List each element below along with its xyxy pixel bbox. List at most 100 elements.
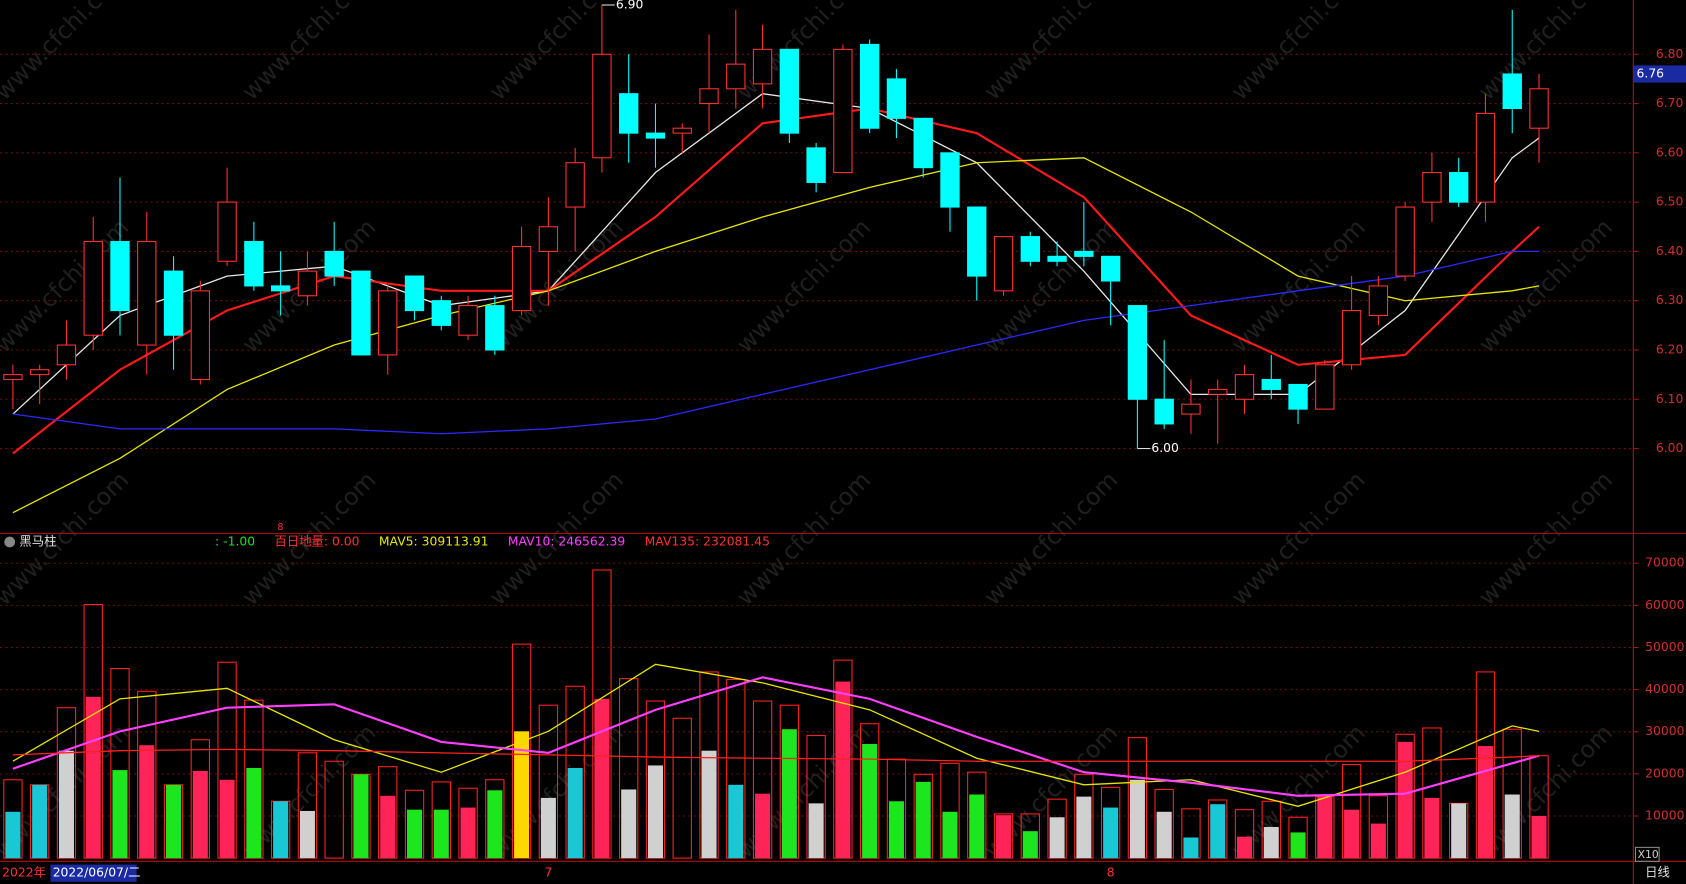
candle-body — [913, 117, 933, 169]
volume-inner-bar — [1236, 836, 1253, 859]
volume-inner-bar — [406, 809, 423, 859]
candle-body — [779, 48, 800, 134]
candle-body — [1368, 285, 1389, 317]
candle-body — [1395, 206, 1415, 277]
y-tick-label: 6.60 — [1656, 145, 1684, 159]
volume-inner-bar — [1210, 804, 1226, 859]
volume-inner-bar — [514, 731, 530, 859]
candle-body — [1047, 255, 1067, 262]
cursor-date: 2022/06/07/二 — [53, 866, 141, 880]
volume-inner-bar — [1424, 797, 1440, 859]
candle-body — [806, 147, 826, 183]
volume-inner-bar — [433, 809, 449, 859]
y-tick-label: 60000 — [1645, 598, 1684, 612]
y-tick-label: 70000 — [1645, 556, 1684, 570]
y-tick-label: 6.20 — [1656, 342, 1684, 356]
candle-body — [726, 63, 746, 90]
annotation: 6.90 — [616, 0, 644, 11]
volume-bar — [324, 760, 344, 859]
volume-inner-bar — [808, 803, 824, 859]
candle-body — [190, 290, 210, 381]
volume-inner-bar — [567, 767, 583, 859]
candle-body — [699, 88, 719, 105]
candle-body — [1475, 112, 1496, 203]
volume-bar — [993, 813, 1014, 859]
y-tick-label: 6.70 — [1656, 96, 1684, 110]
y-tick-label: 6.10 — [1656, 392, 1684, 406]
volume-bar — [378, 766, 398, 859]
volume-inner-bar — [835, 681, 851, 859]
candle-body — [1422, 172, 1442, 203]
volume-inner-bar — [112, 770, 128, 859]
candle-body — [619, 93, 639, 134]
candle-body — [886, 78, 907, 119]
candle-body — [297, 270, 318, 297]
x-tick-label: 7 — [544, 866, 552, 880]
volume-bar — [752, 700, 773, 859]
y-tick-label: 30000 — [1645, 724, 1684, 738]
candle-body — [351, 270, 371, 356]
indicator-legend: MAV10: 246562.39 — [508, 534, 625, 548]
cursor-marker: 8 — [277, 522, 283, 533]
volume-inner-bar — [32, 784, 48, 859]
volume-bar — [1074, 773, 1094, 859]
volume-inner-bar — [1370, 823, 1386, 859]
candle-body — [1154, 398, 1174, 425]
volume-inner-bar — [1049, 817, 1065, 859]
candle-body — [752, 48, 773, 85]
volume-inner-bar — [5, 811, 21, 859]
candle-body — [324, 250, 344, 277]
candle-body — [672, 127, 692, 134]
candle-body — [1288, 383, 1308, 410]
candle-body — [1020, 236, 1040, 262]
candle-body — [3, 374, 23, 381]
volume-inner-bar — [1451, 803, 1467, 859]
candle-body — [833, 48, 853, 174]
volume-inner-bar — [1317, 796, 1333, 859]
volume-inner-bar — [996, 815, 1012, 859]
volume-inner-bar — [1290, 832, 1306, 859]
volume-inner-bar — [487, 790, 503, 859]
volume-inner-bar — [166, 784, 182, 859]
candle-body — [163, 270, 184, 336]
candle-body — [458, 305, 478, 336]
volume-inner-bar — [460, 807, 476, 859]
indicator-icon — [4, 536, 16, 548]
candle-body — [1261, 379, 1281, 390]
period-label: 日线 — [1645, 866, 1670, 880]
volume-inner-bar — [915, 781, 931, 859]
volume-inner-bar — [1531, 815, 1547, 859]
candle-body — [993, 236, 1014, 292]
volume-inner-bar — [594, 698, 610, 859]
candle-body — [244, 241, 264, 287]
candle-body — [431, 300, 451, 326]
moving-average-line — [12, 676, 1540, 797]
volume-inner-bar — [1183, 837, 1199, 859]
candle-body — [56, 344, 77, 366]
scale-label: X10 — [1638, 848, 1659, 861]
indicator-title: 黑马柱 — [19, 533, 56, 548]
volume-inner-bar — [85, 696, 101, 859]
indicator-legend: : -1.00 — [215, 534, 255, 548]
candle-body — [485, 305, 505, 351]
candle-body — [1100, 255, 1121, 282]
volume-inner-bar — [781, 729, 797, 859]
volume-inner-bar — [1103, 807, 1119, 859]
candle-body — [217, 201, 237, 262]
candle-body — [1502, 73, 1522, 110]
candle-body — [29, 369, 50, 376]
candle-body — [270, 285, 291, 292]
candle-body — [137, 241, 157, 346]
moving-average-line — [12, 663, 1540, 807]
candle-body — [565, 162, 585, 208]
candle-body — [859, 43, 880, 129]
annotation: 6.00 — [1151, 441, 1179, 455]
last-price: 6.76 — [1637, 66, 1665, 80]
scale-box — [1634, 846, 1660, 862]
indicator-legend: MAV135: 232081.45 — [645, 534, 770, 548]
candle-body — [110, 241, 130, 312]
volume-inner-bar — [219, 779, 235, 859]
candle-body — [1529, 88, 1549, 129]
volume-inner-bar — [1263, 826, 1279, 859]
volume-bar — [1261, 800, 1281, 859]
